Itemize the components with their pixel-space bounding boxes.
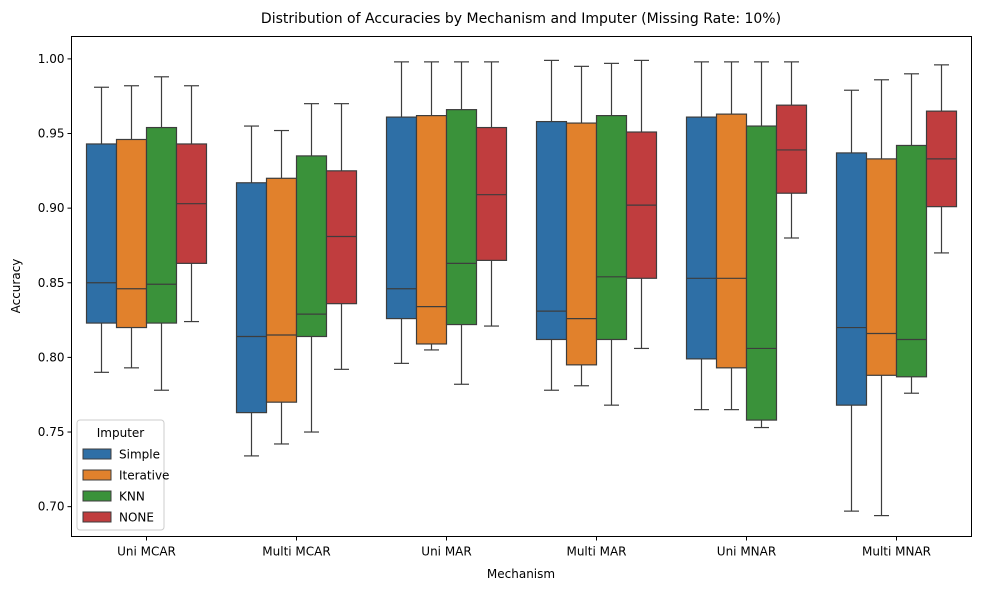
x-tick-label: Uni MAR bbox=[421, 545, 471, 559]
box-simple-uni-mar bbox=[385, 61, 418, 364]
box-body bbox=[715, 113, 748, 369]
legend-item-knn: KNN bbox=[82, 490, 145, 504]
box-body bbox=[535, 120, 568, 341]
legend-swatch bbox=[82, 469, 112, 481]
box-body bbox=[775, 104, 808, 194]
box-none-multi-mar bbox=[625, 59, 658, 350]
box-none-multi-mcar bbox=[325, 103, 358, 370]
box-body bbox=[745, 125, 778, 421]
y-tick-label: 0.80 bbox=[38, 350, 65, 364]
plot-content bbox=[85, 59, 958, 517]
y-tick-label: 1.00 bbox=[38, 52, 65, 66]
x-axis-label: Mechanism bbox=[487, 567, 555, 581]
x-tick-label: Uni MCAR bbox=[117, 545, 176, 559]
legend-swatch bbox=[82, 511, 112, 523]
legend-items: Simple Iterative KNN NONE bbox=[82, 448, 169, 525]
box-iterative-uni-mar bbox=[415, 61, 448, 351]
y-tick-label: 0.90 bbox=[38, 201, 65, 215]
box-none-uni-mnar bbox=[775, 61, 808, 239]
box-body bbox=[835, 152, 868, 406]
y-tick-label: 0.85 bbox=[38, 276, 65, 290]
chart-title: Distribution of Accuracies by Mechanism … bbox=[261, 11, 781, 27]
legend-title: Imputer bbox=[97, 426, 145, 440]
box-body bbox=[865, 158, 898, 376]
box-iterative-multi-mar bbox=[565, 65, 598, 387]
box-simple-uni-mcar bbox=[85, 86, 118, 373]
box-body bbox=[895, 144, 928, 378]
box-body bbox=[115, 138, 148, 329]
box-none-uni-mar bbox=[475, 61, 508, 327]
x-tick-label: Multi MAR bbox=[566, 545, 626, 559]
box-body bbox=[595, 115, 628, 341]
legend-swatch bbox=[82, 490, 112, 502]
box-knn-uni-mnar bbox=[745, 61, 778, 429]
box-simple-multi-mnar bbox=[835, 89, 868, 512]
box-iterative-uni-mnar bbox=[715, 61, 748, 411]
box-simple-multi-mar bbox=[535, 59, 568, 391]
x-tick-label: Multi MCAR bbox=[262, 545, 330, 559]
box-body bbox=[295, 155, 328, 338]
legend-label: NONE bbox=[119, 511, 154, 525]
box-none-uni-mcar bbox=[175, 85, 208, 323]
box-none-multi-mnar bbox=[925, 64, 958, 254]
y-tick-label: 0.70 bbox=[38, 500, 65, 514]
legend: Imputer Simple Iterative KNN NONE bbox=[76, 419, 169, 531]
x-tick-label: Uni MNAR bbox=[717, 545, 776, 559]
box-body bbox=[85, 143, 118, 324]
box-body bbox=[475, 126, 508, 261]
box-iterative-multi-mcar bbox=[265, 129, 298, 445]
legend-frame bbox=[76, 419, 165, 531]
legend-item-simple: Simple bbox=[82, 448, 160, 462]
y-tick-label: 0.75 bbox=[38, 425, 65, 439]
box-body bbox=[265, 177, 298, 403]
box-simple-uni-mnar bbox=[685, 61, 718, 411]
legend-item-none: NONE bbox=[82, 511, 154, 525]
legend-swatch bbox=[82, 448, 112, 460]
legend-label: Simple bbox=[119, 448, 160, 462]
box-body bbox=[415, 115, 448, 345]
x-axis: Uni MCAR Multi MCAR Uni MAR Multi MAR Uni MN… bbox=[117, 536, 931, 559]
box-body bbox=[445, 109, 478, 326]
box-body bbox=[325, 170, 358, 305]
plot-frame bbox=[71, 36, 972, 537]
box-knn-uni-mcar bbox=[145, 76, 178, 391]
box-iterative-uni-mcar bbox=[115, 85, 148, 369]
box-knn-multi-mar bbox=[595, 62, 628, 406]
box-knn-uni-mar bbox=[445, 61, 478, 385]
legend-item-iterative: Iterative bbox=[82, 469, 169, 483]
box-body bbox=[685, 116, 718, 360]
box-body bbox=[145, 126, 178, 324]
x-tick-label: Multi MNAR bbox=[862, 545, 931, 559]
box-knn-multi-mnar bbox=[895, 73, 928, 394]
box-knn-multi-mcar bbox=[295, 103, 328, 433]
y-axis: 0.70 0.75 0.80 0.85 0.90 0.95 1.00 bbox=[38, 52, 72, 514]
y-tick-label: 0.95 bbox=[38, 127, 65, 141]
legend-label: Iterative bbox=[119, 469, 169, 483]
y-axis-label: Accuracy bbox=[9, 259, 23, 314]
box-body bbox=[565, 122, 598, 366]
box-body bbox=[235, 182, 268, 414]
box-iterative-multi-mnar bbox=[865, 79, 898, 517]
legend-label: KNN bbox=[119, 490, 145, 504]
box-simple-multi-mcar bbox=[235, 125, 268, 457]
